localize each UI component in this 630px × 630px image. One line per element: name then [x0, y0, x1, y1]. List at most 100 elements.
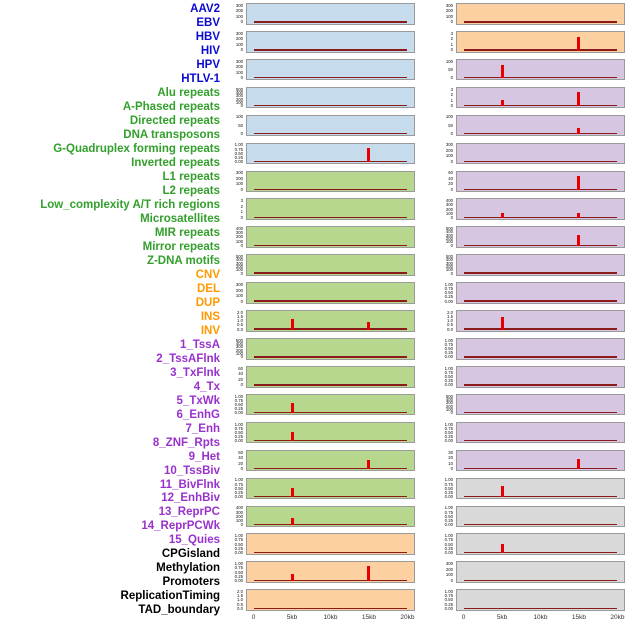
track-label: HTLV-1 [181, 73, 220, 86]
signal-baseline [253, 49, 408, 51]
y-axis-tick-label: 500 [235, 337, 243, 343]
signal-baseline [463, 188, 618, 191]
track-label: Low_complexity A/T rich regions [40, 198, 220, 211]
signal-baseline [253, 272, 408, 274]
signal-baseline [463, 440, 618, 442]
y-axis-tick-label: 400 [445, 257, 453, 263]
track-label: L2 repeats [162, 185, 220, 197]
y-axis-tick-label: 0 [240, 103, 243, 109]
y-axis-tick-label: 300 [445, 2, 453, 8]
y-axis-tick-label: 0 [240, 186, 243, 192]
y-axis-tick-label: 200 [445, 566, 453, 572]
track-panel [246, 114, 415, 137]
y-axis-tick-label: 0.25 [444, 489, 453, 495]
signal-spike [290, 574, 294, 581]
y-axis-tick-label: 3 [450, 30, 453, 36]
y-axis-tick-label: 0 [240, 47, 243, 53]
y-axis-tick-label: 2 [450, 36, 453, 42]
y-axis-tick-label: 0 [240, 354, 243, 360]
y-axis-tick-label: 100 [235, 267, 243, 273]
signal-baseline [463, 384, 618, 386]
y-axis-tick-label: 0 [240, 466, 243, 472]
y-axis-tick-label: 0.00 [444, 494, 453, 500]
signal-baseline [463, 77, 618, 79]
track-panel [246, 282, 415, 304]
signal-baseline [463, 579, 618, 581]
y-axis-tick-label: 2 [450, 92, 453, 98]
y-axis-tick-label: 200 [235, 96, 243, 102]
y-axis-tick-label: 1.00 [444, 282, 453, 287]
y-axis-tick-label: 1.5 [447, 314, 453, 320]
track-label: 15_Quies [168, 534, 220, 547]
signal-spike [500, 543, 504, 554]
y-axis-tick-label: 0.50 [444, 597, 453, 603]
signal-baseline [253, 467, 408, 470]
track-label: TAD_boundary [138, 604, 220, 617]
track-label: ReplicationTiming [120, 590, 220, 603]
track-panel [246, 561, 415, 583]
signal-spike [577, 91, 581, 107]
signal-baseline [253, 160, 408, 163]
track-label: 10_TssBiv [163, 464, 220, 477]
y-axis-tick-label: 0.5 [447, 322, 453, 328]
y-axis-tick-label: 0.25 [444, 434, 453, 440]
track-label: Alu repeats [157, 87, 220, 100]
y-axis-tick-label: 400 [235, 89, 243, 95]
y-axis-tick-label: 0 [240, 382, 243, 388]
y-axis-tick-label: 300 [235, 170, 243, 176]
track-panel [246, 170, 415, 193]
y-axis-tick-label: 0.75 [444, 481, 453, 487]
signal-spike [577, 212, 581, 219]
signal-baseline [253, 607, 408, 609]
x-axis-tick-label: 0 [461, 614, 466, 621]
y-axis-tick-label: 0 [450, 270, 453, 276]
y-axis-tick-label: 1.00 [444, 365, 453, 371]
track-label: G-Quadruplex forming repeats [53, 143, 220, 156]
track-panel [246, 338, 415, 360]
x-axis-tick-label: 0 [251, 614, 256, 621]
y-axis-tick-label: 0.50 [444, 541, 453, 547]
track-label: INV [200, 324, 220, 337]
y-axis-tick-label: 1 [240, 209, 243, 215]
y-axis-tick-label: 0 [240, 242, 243, 248]
y-axis-tick-label: 0.75 [234, 481, 243, 487]
y-axis-tick-label: 400 [235, 341, 243, 347]
track-panel [456, 30, 625, 53]
y-axis-tick-label: 400 [235, 226, 243, 232]
track-label: 13_ReprPC [158, 506, 220, 519]
y-axis-tick-label: 0.00 [234, 410, 243, 416]
y-axis-tick-label: 200 [235, 36, 243, 42]
signal-baseline [463, 160, 618, 163]
signal-baseline [253, 495, 408, 498]
y-axis-tick-label: 300 [445, 142, 453, 148]
y-axis-tick-label: 40 [448, 175, 453, 181]
y-axis-tick-label: 0.75 [444, 286, 453, 292]
signal-spike [500, 317, 504, 330]
y-axis-tick-label: 0.50 [444, 346, 453, 352]
y-axis-tick-label: 300 [235, 509, 243, 515]
track-label: HPV [196, 59, 220, 72]
y-axis-tick-label: 1.00 [444, 337, 453, 343]
y-axis-tick-label: 20 [448, 455, 453, 461]
track-label: Mirror repeats [142, 240, 220, 253]
y-axis-tick-label: 0.25 [234, 489, 243, 495]
y-axis-tick-label: 0 [240, 270, 243, 276]
track-panel [456, 310, 625, 332]
y-axis-tick-label: 200 [445, 147, 453, 153]
signal-baseline [463, 132, 618, 135]
y-axis-tick-label: 100 [235, 41, 243, 47]
y-axis-tick-label: 0 [450, 577, 453, 583]
y-axis-tick-label: 100 [445, 58, 453, 64]
y-axis-tick-label: 0.25 [234, 545, 243, 551]
y-axis-tick-label: 0.50 [234, 401, 243, 407]
track-panel [456, 393, 625, 416]
track-label: L1 repeats [162, 171, 220, 184]
y-axis-tick-label: 100 [445, 572, 453, 578]
signal-baseline [253, 21, 408, 23]
y-axis-tick-label: 0.25 [444, 294, 453, 300]
y-axis-tick-label: 0.50 [444, 374, 453, 380]
y-axis-tick-label: 0.75 [444, 369, 453, 375]
track-panel [456, 477, 625, 500]
track-panel [246, 226, 415, 248]
